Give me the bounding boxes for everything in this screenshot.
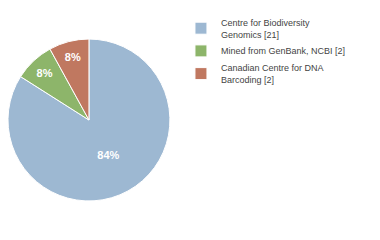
svg-text:8%: 8%	[37, 67, 53, 79]
svg-text:Centre for BiodiversityGenomic: Centre for BiodiversityGenomics [21]	[221, 18, 310, 40]
svg-text:Canadian Centre for DNABarcodi: Canadian Centre for DNABarcoding [2]	[221, 63, 324, 85]
svg-text:84%: 84%	[97, 149, 119, 161]
svg-text:Mined from GenBank, NCBI [2]: Mined from GenBank, NCBI [2]	[221, 46, 345, 56]
svg-text:8%: 8%	[65, 51, 81, 63]
